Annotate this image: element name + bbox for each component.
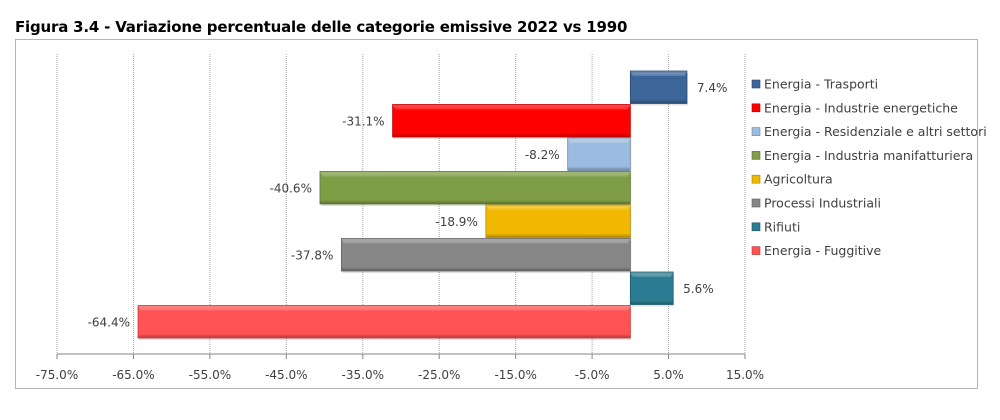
legend-marker (751, 222, 761, 232)
data-label: -37.8% (291, 248, 333, 262)
legend-item: Energia - Fuggitive (751, 243, 881, 258)
legend-label: Rifiuti (764, 219, 800, 234)
bar-energia-industria-manifatturiera (319, 171, 632, 206)
x-tick-label: 15.0% (726, 368, 764, 382)
bar-energia-industrie-energetiche (392, 104, 632, 139)
legend-label: Energia - Residenziale e altri settori (764, 124, 987, 139)
bar-processi-industriali (340, 238, 632, 273)
x-tick-label: -15.0% (494, 368, 536, 382)
x-tick-label: -65.0% (112, 368, 154, 382)
legend-label: Energia - Industrie energetiche (764, 100, 958, 115)
bar (629, 70, 688, 104)
legend-item: Energia - Industrie energetiche (751, 100, 958, 115)
legend-label: Agricoltura (764, 172, 833, 187)
legend-marker (751, 174, 761, 184)
legend-marker (751, 151, 761, 160)
legend-item: Energia - Residenziale e altri settori (751, 124, 987, 139)
legend-marker (751, 79, 761, 89)
bar (319, 171, 631, 205)
bar-highlight (632, 73, 685, 76)
bar-energia-fuggitive (137, 305, 632, 340)
legend-label: Processi Industriali (764, 196, 881, 211)
legend-item: Processi Industriali (751, 196, 881, 211)
bar-highlight (343, 240, 629, 244)
data-label: -18.9% (435, 215, 477, 229)
bar-agricoltura (485, 204, 632, 240)
bar-highlight (487, 207, 629, 210)
legend-item: Agricoltura (751, 172, 833, 187)
x-tick-label: -45.0% (265, 368, 307, 382)
figure-title: Figura 3.4 - Variazione percentuale dell… (15, 18, 628, 36)
data-labels: 7.4% -31.1% -8.2% -40.6% -18.9% -37.8% 5.6% -64… (88, 81, 728, 330)
legend-marker (751, 198, 761, 208)
data-label: -40.6% (270, 181, 312, 195)
bar-energia-residenziale-e-altri-settori (567, 137, 632, 173)
data-label: -64.4% (88, 315, 130, 329)
data-label: -8.2% (525, 148, 560, 162)
bar-highlight (632, 274, 672, 277)
x-tick-label: -75.0% (36, 368, 78, 382)
bar-highlight (569, 140, 629, 143)
x-tick-label: -25.0% (418, 368, 460, 382)
legend-label: Energia - Fuggitive (764, 243, 881, 258)
legend-marker (751, 127, 761, 136)
legend-item: Energia - Industria manifatturiera (751, 148, 973, 163)
bar-energia-trasporti (629, 70, 688, 106)
bar-highlight (394, 106, 629, 110)
legend-marker (751, 103, 761, 113)
data-label: -31.1% (342, 114, 384, 128)
data-label: 7.4% (697, 81, 728, 95)
data-label: 5.6% (683, 282, 714, 296)
legend-item: Energia - Trasporti (751, 77, 878, 92)
bar-rifiuti (629, 271, 675, 307)
x-tick-label: -55.0% (189, 368, 231, 382)
legend-label: Energia - Industria manifatturiera (764, 148, 973, 163)
bar (137, 305, 631, 339)
bar-highlight (140, 307, 629, 311)
bar (629, 271, 674, 305)
bar-highlight (321, 173, 629, 177)
bar (567, 137, 631, 171)
legend: Energia - Trasporti Energia - Industrie e… (751, 77, 987, 258)
bars (137, 70, 688, 340)
bar (340, 238, 631, 272)
x-axis: -75.0% -65.0% -55.0% -45.0% -35.0% -25.0% -15.… (36, 353, 764, 382)
legend-marker (751, 246, 761, 255)
bar (485, 204, 631, 238)
bar (392, 104, 631, 138)
x-tick-label: -5.0% (575, 368, 610, 382)
legend-label: Energia - Trasporti (764, 77, 878, 92)
legend-item: Rifiuti (751, 219, 800, 234)
x-tick-label: 5.0% (653, 368, 684, 382)
x-tick-label: -35.0% (342, 368, 384, 382)
